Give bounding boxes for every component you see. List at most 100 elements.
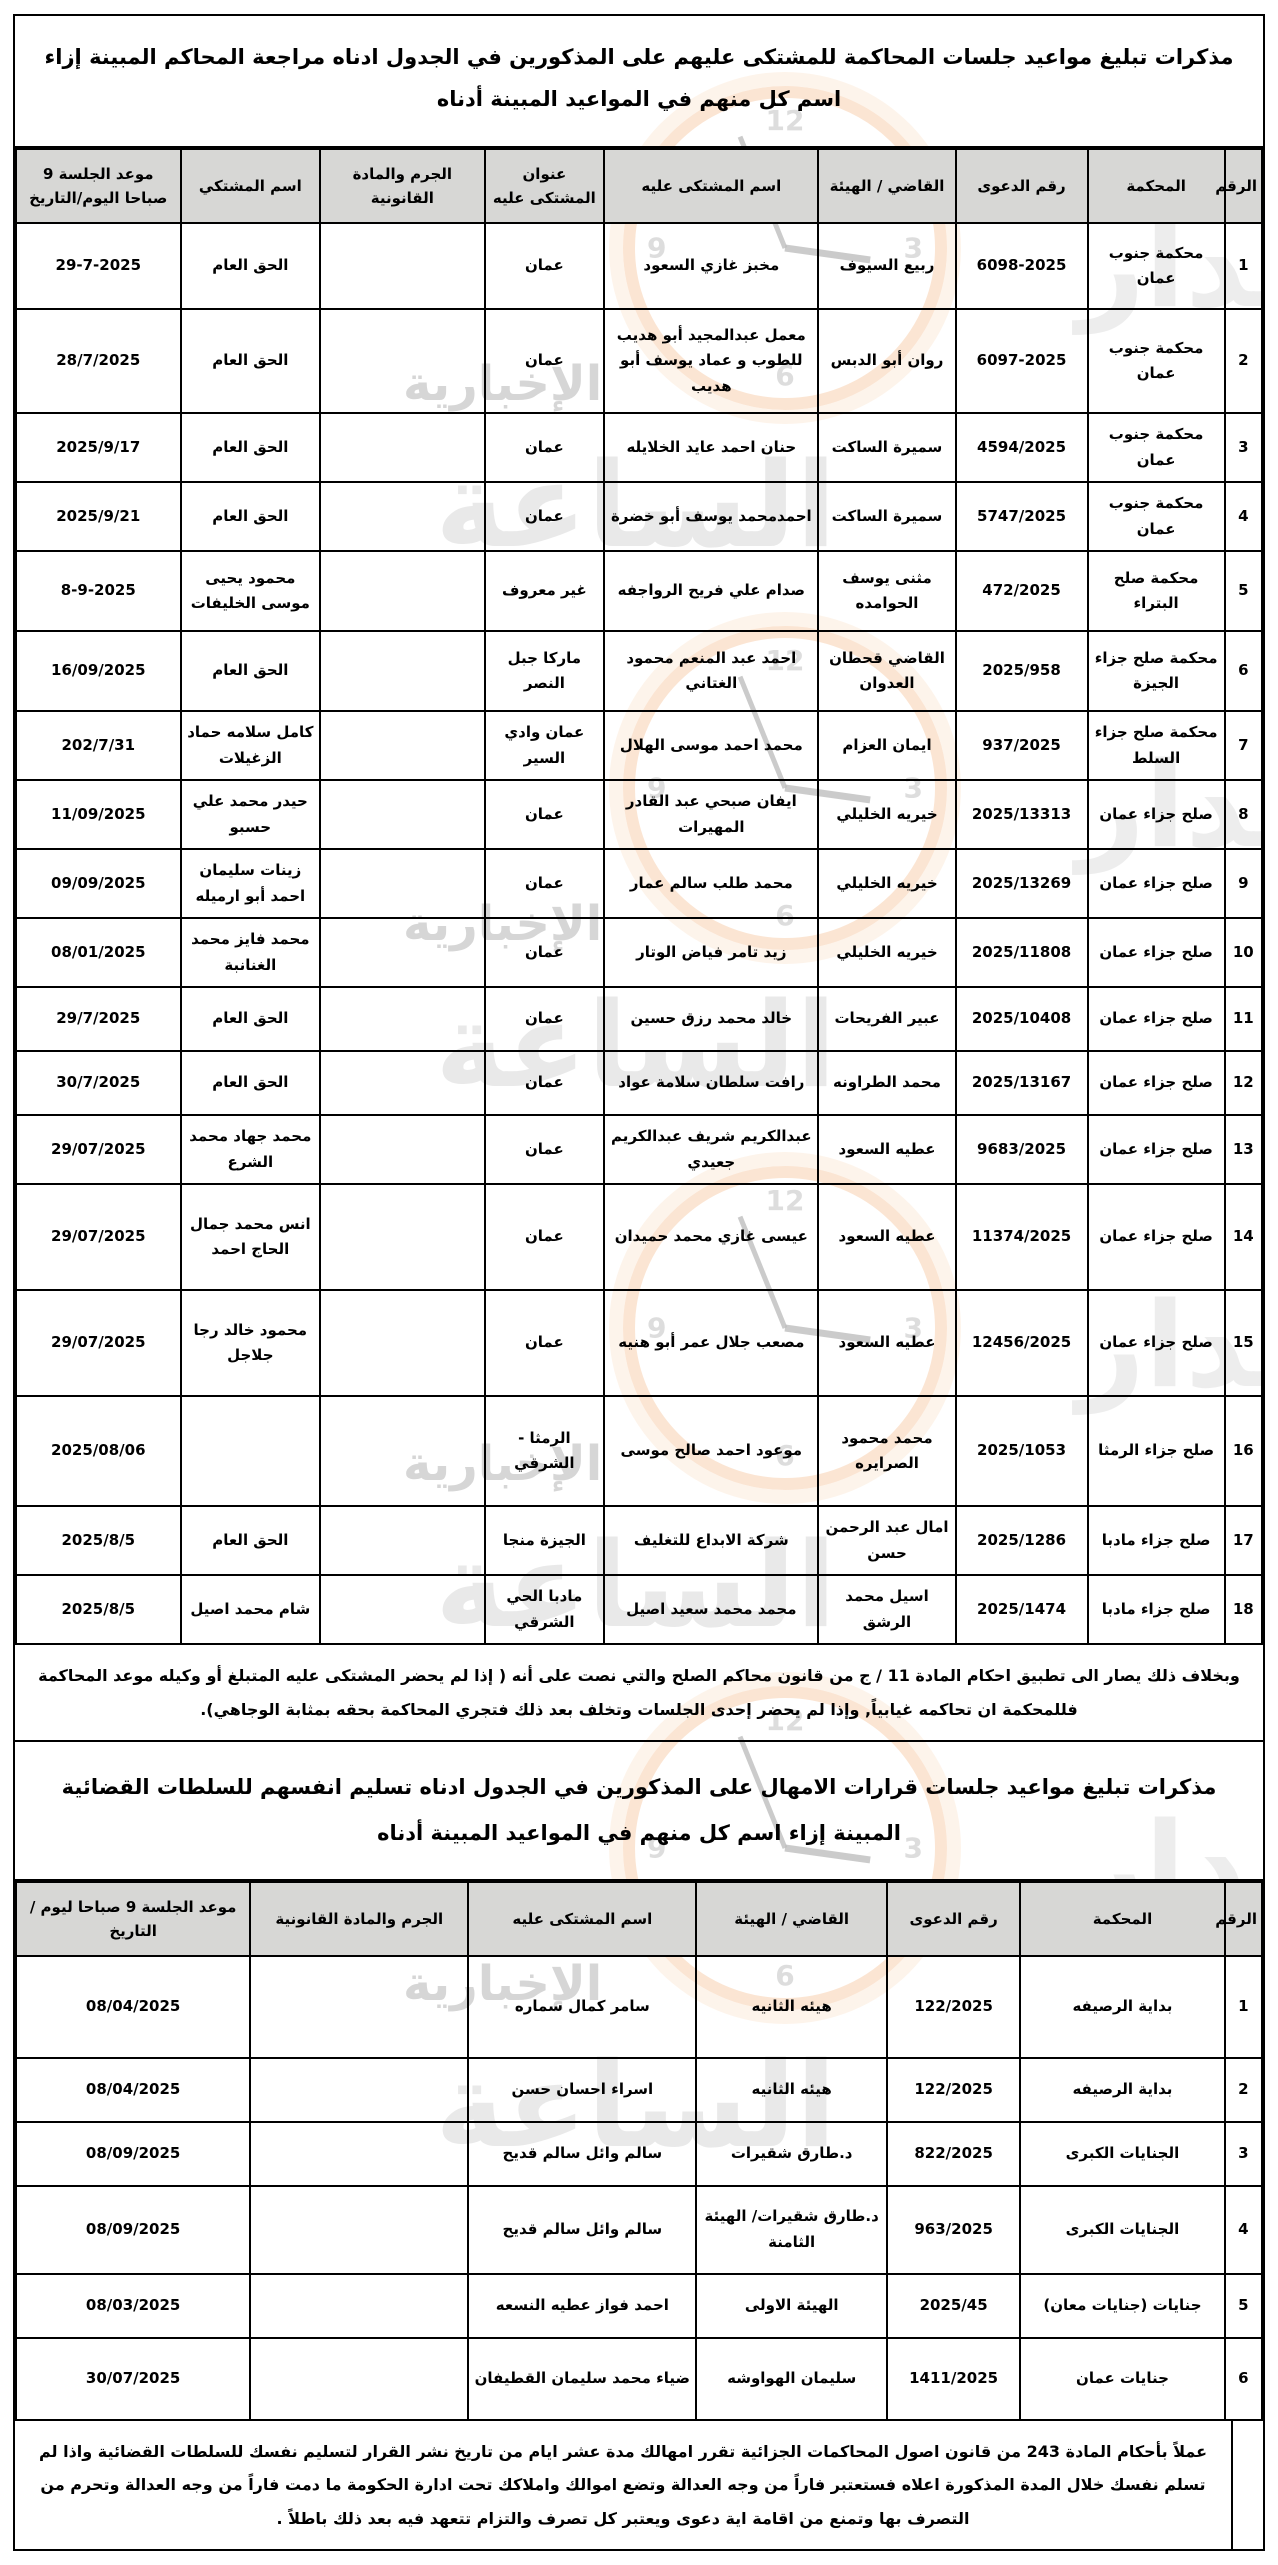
cell-complainant-name: حيدر محمد علي حسبو <box>179 779 322 850</box>
col-header-session-date: موعد الجلسة 9 صباحا ليوم / التاريخ <box>15 1880 252 1957</box>
cell-complainant-name: الحق العام <box>179 222 322 310</box>
col-header-court: المحكمة <box>1019 1880 1226 1957</box>
cell-complainant-name <box>179 1395 322 1507</box>
cell-session-date: 08/04/2025 <box>15 2056 252 2123</box>
cell-court: صلح جزاء عمان <box>1086 1183 1226 1291</box>
cell-case-number: 472/2025 <box>954 550 1089 632</box>
cell-case-number: 1411/2025 <box>885 2336 1022 2421</box>
cell-court: صلح جزاء مادبا <box>1086 1574 1226 1645</box>
cell-case-number: 963/2025 <box>885 2184 1022 2275</box>
cell-row-number: 1 <box>1223 1954 1263 2059</box>
cell-crime-article <box>319 1050 486 1116</box>
cell-crime-article <box>319 412 486 483</box>
table-row: 9 صلح جزاء عمان 2025/13269 خيريه الخليلي محم… <box>15 848 1263 919</box>
table-row: 4 الجنايات الكبرى 963/2025 د.طارق شقيرات/ ا… <box>15 2184 1263 2275</box>
cell-row-number: 3 <box>1223 412 1263 483</box>
cell-complainant-name: محمد فايز محمد الغنانبة <box>179 917 322 988</box>
cell-row-number: 5 <box>1223 550 1263 632</box>
cell-judge-panel: ربيع السيوف <box>817 222 957 310</box>
cell-defendant-address: غير معروف <box>483 550 606 632</box>
criminal-procedure-note: عملاً بأحكام المادة 243 من قانون اصول ال… <box>15 2420 1263 2550</box>
cell-crime-article <box>319 481 486 552</box>
cell-crime-article <box>319 710 486 781</box>
cell-court: جنايات (جنايات معان) <box>1019 2272 1226 2339</box>
cell-defendant-address: عمان <box>483 1289 606 1397</box>
cell-row-number: 5 <box>1223 2272 1263 2339</box>
cell-session-date: 08/03/2025 <box>15 2272 252 2339</box>
cell-row-number: 15 <box>1223 1289 1263 1397</box>
cell-defendant-name: زيد تامر فياض الوتار <box>603 917 820 988</box>
cell-court: صلح جزاء عمان <box>1086 986 1226 1052</box>
cell-court: بداية الرصيفه <box>1019 2056 1226 2123</box>
cell-defendant-name: معمل عبدالمجيد أبو هديب للطوب و عماد يوس… <box>603 308 820 414</box>
cell-crime-article <box>319 308 486 414</box>
col-header-defendant-name: اسم المشتكى عليه <box>467 1880 698 1957</box>
col-header-defendant-name: اسم المشتكى عليه <box>603 148 820 224</box>
cell-crime-article <box>319 1289 486 1397</box>
cell-defendant-name: مخبز غازي السعود <box>603 222 820 310</box>
cell-case-number: 4594/2025 <box>954 412 1089 483</box>
cell-judge-panel: خيريه الخليلي <box>817 779 957 850</box>
cell-case-number: 12456/2025 <box>954 1289 1089 1397</box>
cell-judge-panel: خيريه الخليلي <box>817 848 957 919</box>
cell-court: صلح جزاء عمان <box>1086 779 1226 850</box>
trial-notices-table: الرقم المحكمة رقم الدعوى القاضي / الهيئة… <box>15 148 1263 1645</box>
table-row: 12 صلح جزاء عمان 2025/13167 محمد الطراونه را… <box>15 1050 1263 1116</box>
table-row: 4 محكمة جنوب عمان 5747/2025 سميرة الساكت احم… <box>15 481 1263 552</box>
cell-case-number: 6098-2025 <box>954 222 1089 310</box>
cell-judge-panel: سليمان الهواوشه <box>695 2336 888 2421</box>
cell-crime-article <box>249 2056 470 2123</box>
cell-complainant-name: انس محمد جمال الحاج احمد <box>179 1183 322 1291</box>
cell-judge-panel: هيئه الثانيه <box>695 1954 888 2059</box>
col-header-row-number: الرقم <box>1215 148 1263 224</box>
cell-judge-panel: الهيئة الاولى <box>695 2272 888 2339</box>
cell-case-number: 11374/2025 <box>954 1183 1089 1291</box>
cell-row-number: 10 <box>1223 917 1263 988</box>
cell-complainant-name: محمد جهاد محمد الشرع <box>179 1114 322 1185</box>
col-header-case-number: رقم الدعوى <box>885 1880 1022 1957</box>
cell-judge-panel: عطيه السعود <box>817 1289 957 1397</box>
cell-defendant-name: خالد محمد رزق حسين <box>603 986 820 1052</box>
cell-court: صلح جزاء عمان <box>1086 1050 1226 1116</box>
cell-defendant-address: الرمثا - الشرقي <box>483 1395 606 1507</box>
table-row: 14 صلح جزاء عمان 11374/2025 عطيه السعود عيسى… <box>15 1183 1263 1291</box>
cell-crime-article <box>249 2120 470 2187</box>
col-header-defendant-address: عنوان المشتكى عليه <box>483 148 606 224</box>
cell-defendant-name: ضياء محمد سليمان القطيفان <box>467 2336 698 2421</box>
cell-defendant-address: عمان <box>483 848 606 919</box>
cell-judge-panel: امال عبد الرحمن حسن <box>817 1505 957 1576</box>
cell-session-date: 11/09/2025 <box>15 779 182 850</box>
table-row: 1 محكمة جنوب عمان 6098-2025 ربيع السيوف مخبز… <box>15 222 1263 310</box>
cell-crime-article <box>319 986 486 1052</box>
cell-defendant-name: اسراء احسان حسن <box>467 2056 698 2123</box>
cell-complainant-name: الحق العام <box>179 308 322 414</box>
cell-row-number: 2 <box>1223 2056 1263 2123</box>
cell-defendant-name: سالم وائل سالم قديح <box>467 2184 698 2275</box>
cell-case-number: 122/2025 <box>885 1954 1022 2059</box>
cell-case-number: 6097-2025 <box>954 308 1089 414</box>
cell-judge-panel: عبير الفريحات <box>817 986 957 1052</box>
cell-court: محكمة صلح البتراء <box>1086 550 1226 632</box>
magistrate-law-note: وبخلاف ذلك يصار الى تطبيق احكام المادة 1… <box>15 1645 1263 1743</box>
cell-complainant-name: كامل سلامه حماد الزغيلات <box>179 710 322 781</box>
cell-defendant-name: ايفان صبحي عبد القادر المهيرات <box>603 779 820 850</box>
cell-crime-article <box>319 1183 486 1291</box>
table-row: 5 جنايات (جنايات معان) 2025/45 الهيئة الاول… <box>15 2272 1263 2339</box>
cell-crime-article <box>319 1574 486 1645</box>
table-row: 11 صلح جزاء عمان 2025/10408 عبير الفريحات خا… <box>15 986 1263 1052</box>
cell-row-number: 12 <box>1223 1050 1263 1116</box>
cell-case-number: 2025/1474 <box>954 1574 1089 1645</box>
cell-row-number: 4 <box>1223 2184 1263 2275</box>
cell-crime-article <box>249 1954 470 2059</box>
cell-judge-panel: سميرة الساكت <box>817 481 957 552</box>
table-row: 2 محكمة جنوب عمان 6097-2025 روان أبو الدبس م… <box>15 308 1263 414</box>
cell-session-date: 8-9-2025 <box>15 550 182 632</box>
cell-crime-article <box>319 222 486 310</box>
cell-row-number: 2 <box>1223 308 1263 414</box>
cell-complainant-name: محمود خالد رجا جلاجل <box>179 1289 322 1397</box>
cell-court: محكمة جنوب عمان <box>1086 308 1226 414</box>
cell-case-number: 2025/958 <box>954 630 1089 712</box>
cell-judge-panel: محمد الطراونه <box>817 1050 957 1116</box>
cell-crime-article <box>319 848 486 919</box>
cell-session-date: 29/07/2025 <box>15 1114 182 1185</box>
